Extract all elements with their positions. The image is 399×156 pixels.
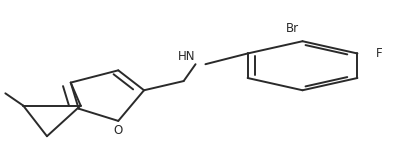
Text: HN: HN (178, 50, 195, 63)
Text: Br: Br (286, 22, 299, 35)
Text: F: F (376, 47, 383, 60)
Text: O: O (114, 124, 123, 137)
